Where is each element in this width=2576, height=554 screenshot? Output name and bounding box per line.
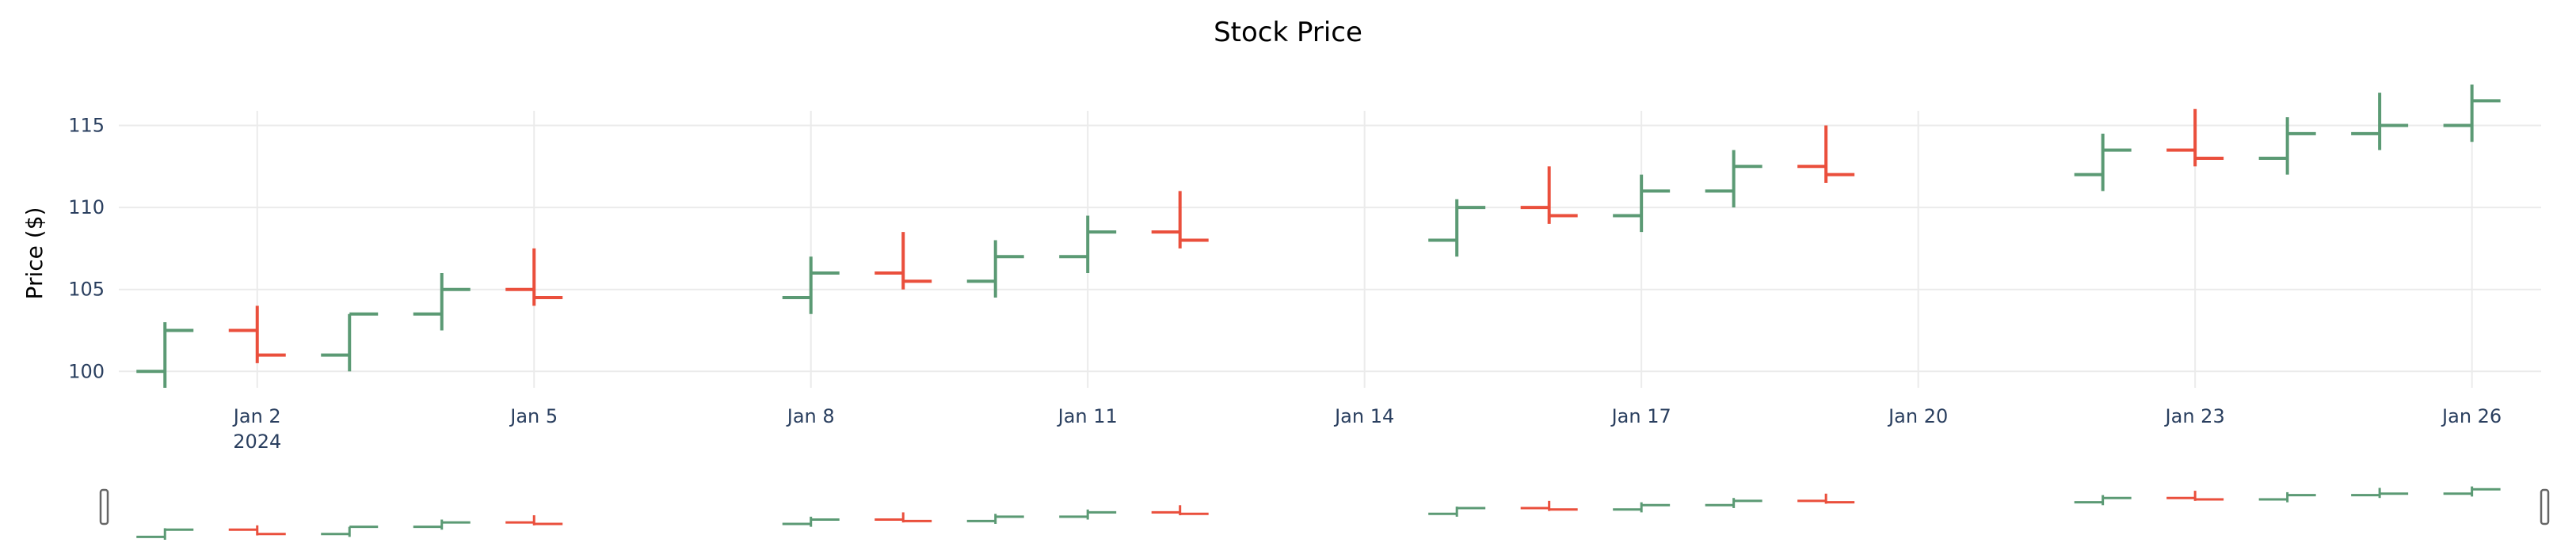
ohlc-bar (875, 232, 932, 290)
x-tick-label: Jan 14 (1333, 405, 1394, 427)
range-slider-bar (2351, 488, 2409, 499)
chart-title: Stock Price (1214, 17, 1362, 48)
range-slider-bar (228, 525, 286, 536)
range-slider-bar (1151, 505, 1209, 516)
ohlc-bar (966, 240, 1024, 298)
y-tick-label: 100 (68, 360, 105, 382)
range-slider-bar (1705, 498, 1762, 508)
x-tick-label: Jan 23 (2164, 405, 2225, 427)
y-axis-ticks: 100 105 110 115 (68, 115, 105, 383)
range-slider-bar (2166, 491, 2224, 501)
range-slider-bar (966, 514, 1024, 524)
ohlc-bar (136, 322, 194, 388)
range-slider-bar (2258, 491, 2316, 503)
ohlc-bar (413, 272, 471, 331)
range-slider-right-handle[interactable] (2540, 488, 2550, 526)
range-slider-bar (1797, 493, 1855, 504)
range-slider-bar (875, 512, 932, 523)
y-tick-label: 105 (68, 279, 105, 301)
ohlc-bars (136, 84, 2501, 388)
ohlc-bar (2258, 117, 2316, 175)
range-slider[interactable] (99, 486, 2550, 540)
range-slider-bar (505, 515, 563, 526)
range-slider-left-handle[interactable] (99, 488, 109, 526)
range-slider-bar (136, 528, 194, 540)
ohlc-bar (1520, 166, 1578, 224)
ohlc-bar (505, 248, 563, 306)
range-slider-bar (782, 516, 840, 527)
range-slider-bar (321, 526, 379, 537)
ohlc-bar (782, 256, 840, 314)
ohlc-bar (2074, 133, 2132, 192)
y-axis-title: Price ($) (21, 207, 48, 300)
x-tick-label: Jan 5 (509, 405, 558, 427)
range-slider-bar (1520, 500, 1578, 511)
range-slider-bar (2443, 486, 2501, 497)
ohlc-bar (1428, 199, 1486, 257)
x-year-label: 2024 (233, 431, 281, 453)
range-slider-bar (413, 519, 471, 530)
range-slider-bar (2074, 495, 2132, 506)
x-axis-ticks: Jan 2 Jan 5 Jan 8 Jan 11 Jan 14 Jan 17 Jan 20 J… (232, 405, 2502, 453)
x-tick-label: Jan 2 (232, 405, 281, 427)
y-tick-label: 110 (68, 196, 105, 218)
x-tick-label: Jan 8 (786, 405, 835, 427)
ohlc-bar (1151, 191, 1209, 249)
ohlc-bar (1059, 215, 1117, 273)
ohlc-bar (1613, 174, 1671, 233)
ohlc-bar (1705, 150, 1762, 208)
range-slider-bars (136, 486, 2501, 540)
grid (119, 111, 2541, 388)
ohlc-bar (2166, 108, 2224, 167)
range-slider-bar (1059, 509, 1117, 520)
ohlc-bar (228, 305, 286, 363)
x-tick-label: Jan 17 (1610, 405, 1671, 427)
ohlc-bar (2443, 84, 2501, 142)
ohlc-bar (1797, 125, 1855, 184)
y-tick-label: 115 (68, 115, 105, 137)
range-slider-bar (1428, 507, 1486, 517)
range-slider-bar (1613, 502, 1671, 513)
x-tick-label: Jan 26 (2441, 405, 2502, 427)
x-tick-label: Jan 20 (1887, 405, 1948, 427)
x-tick-label: Jan 11 (1057, 405, 1118, 427)
ohlc-bar (321, 312, 379, 372)
ohlc-bar (2351, 93, 2409, 150)
